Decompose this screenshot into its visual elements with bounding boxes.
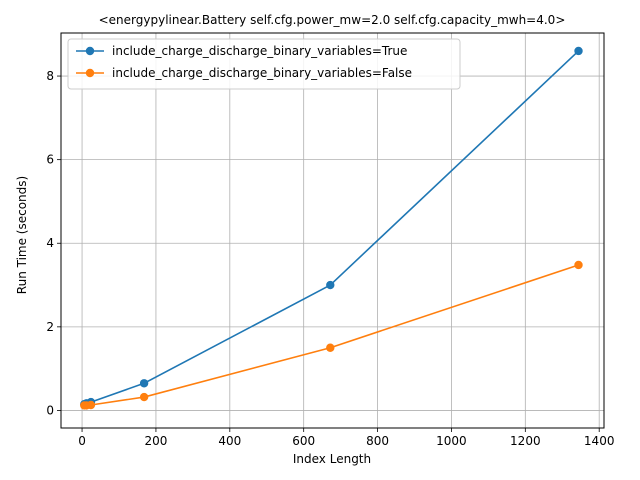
axis-ticks: 0 200 400 600 800 1000 1200 1400 0 2 4 6 8 xyxy=(46,69,614,448)
data-point xyxy=(139,379,149,388)
series-layer xyxy=(80,46,583,410)
x-axis-label: Index Length xyxy=(293,452,371,466)
x-tick-label: 0 xyxy=(78,434,86,448)
legend-label: include_charge_discharge_binary_variable… xyxy=(112,44,407,58)
y-tick-label: 8 xyxy=(46,69,54,83)
legend: include_charge_discharge_binary_variable… xyxy=(67,38,461,90)
plot-frame xyxy=(60,32,605,429)
legend-marker xyxy=(85,68,95,78)
x-tick-label: 400 xyxy=(218,434,241,448)
y-axis-label: Run Time (seconds) xyxy=(15,176,29,294)
y-tick-label: 6 xyxy=(46,153,54,167)
data-point xyxy=(86,400,96,410)
data-point xyxy=(326,343,335,352)
data-point xyxy=(574,46,583,56)
legend-item: include_charge_discharge_binary_variable… xyxy=(76,66,412,80)
series-2 xyxy=(80,260,583,410)
grid xyxy=(61,33,604,428)
x-tick-label: 200 xyxy=(144,434,167,448)
legend-label: include_charge_discharge_binary_variable… xyxy=(112,66,412,80)
y-tick-label: 0 xyxy=(46,403,54,417)
y-tick-label: 2 xyxy=(46,320,54,334)
data-point xyxy=(574,260,583,270)
x-tick-label: 1200 xyxy=(510,434,541,448)
data-point xyxy=(326,280,335,290)
data-point xyxy=(139,392,149,402)
y-tick-label: 4 xyxy=(46,236,54,250)
chart-title: <energypylinear.Battery self.cfg.power_m… xyxy=(99,13,566,27)
series-1 xyxy=(80,46,583,409)
x-tick-label: 1000 xyxy=(436,434,467,448)
legend-marker xyxy=(85,46,95,56)
x-tick-label: 800 xyxy=(366,434,389,448)
x-tick-label: 600 xyxy=(292,434,315,448)
x-tick-label: 1400 xyxy=(584,434,615,448)
legend-item: include_charge_discharge_binary_variable… xyxy=(76,44,407,58)
legend-box xyxy=(67,38,461,90)
